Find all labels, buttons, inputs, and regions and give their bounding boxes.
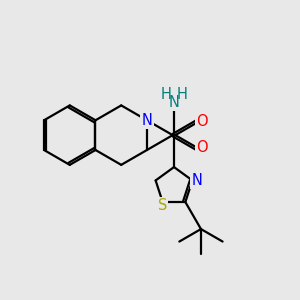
Text: O: O	[196, 140, 208, 155]
Text: N: N	[142, 113, 152, 128]
Text: H: H	[160, 87, 171, 102]
Text: O: O	[196, 114, 208, 129]
Text: S: S	[158, 198, 167, 213]
Text: N: N	[169, 95, 179, 110]
Text: N: N	[191, 173, 202, 188]
Text: H: H	[177, 87, 188, 102]
